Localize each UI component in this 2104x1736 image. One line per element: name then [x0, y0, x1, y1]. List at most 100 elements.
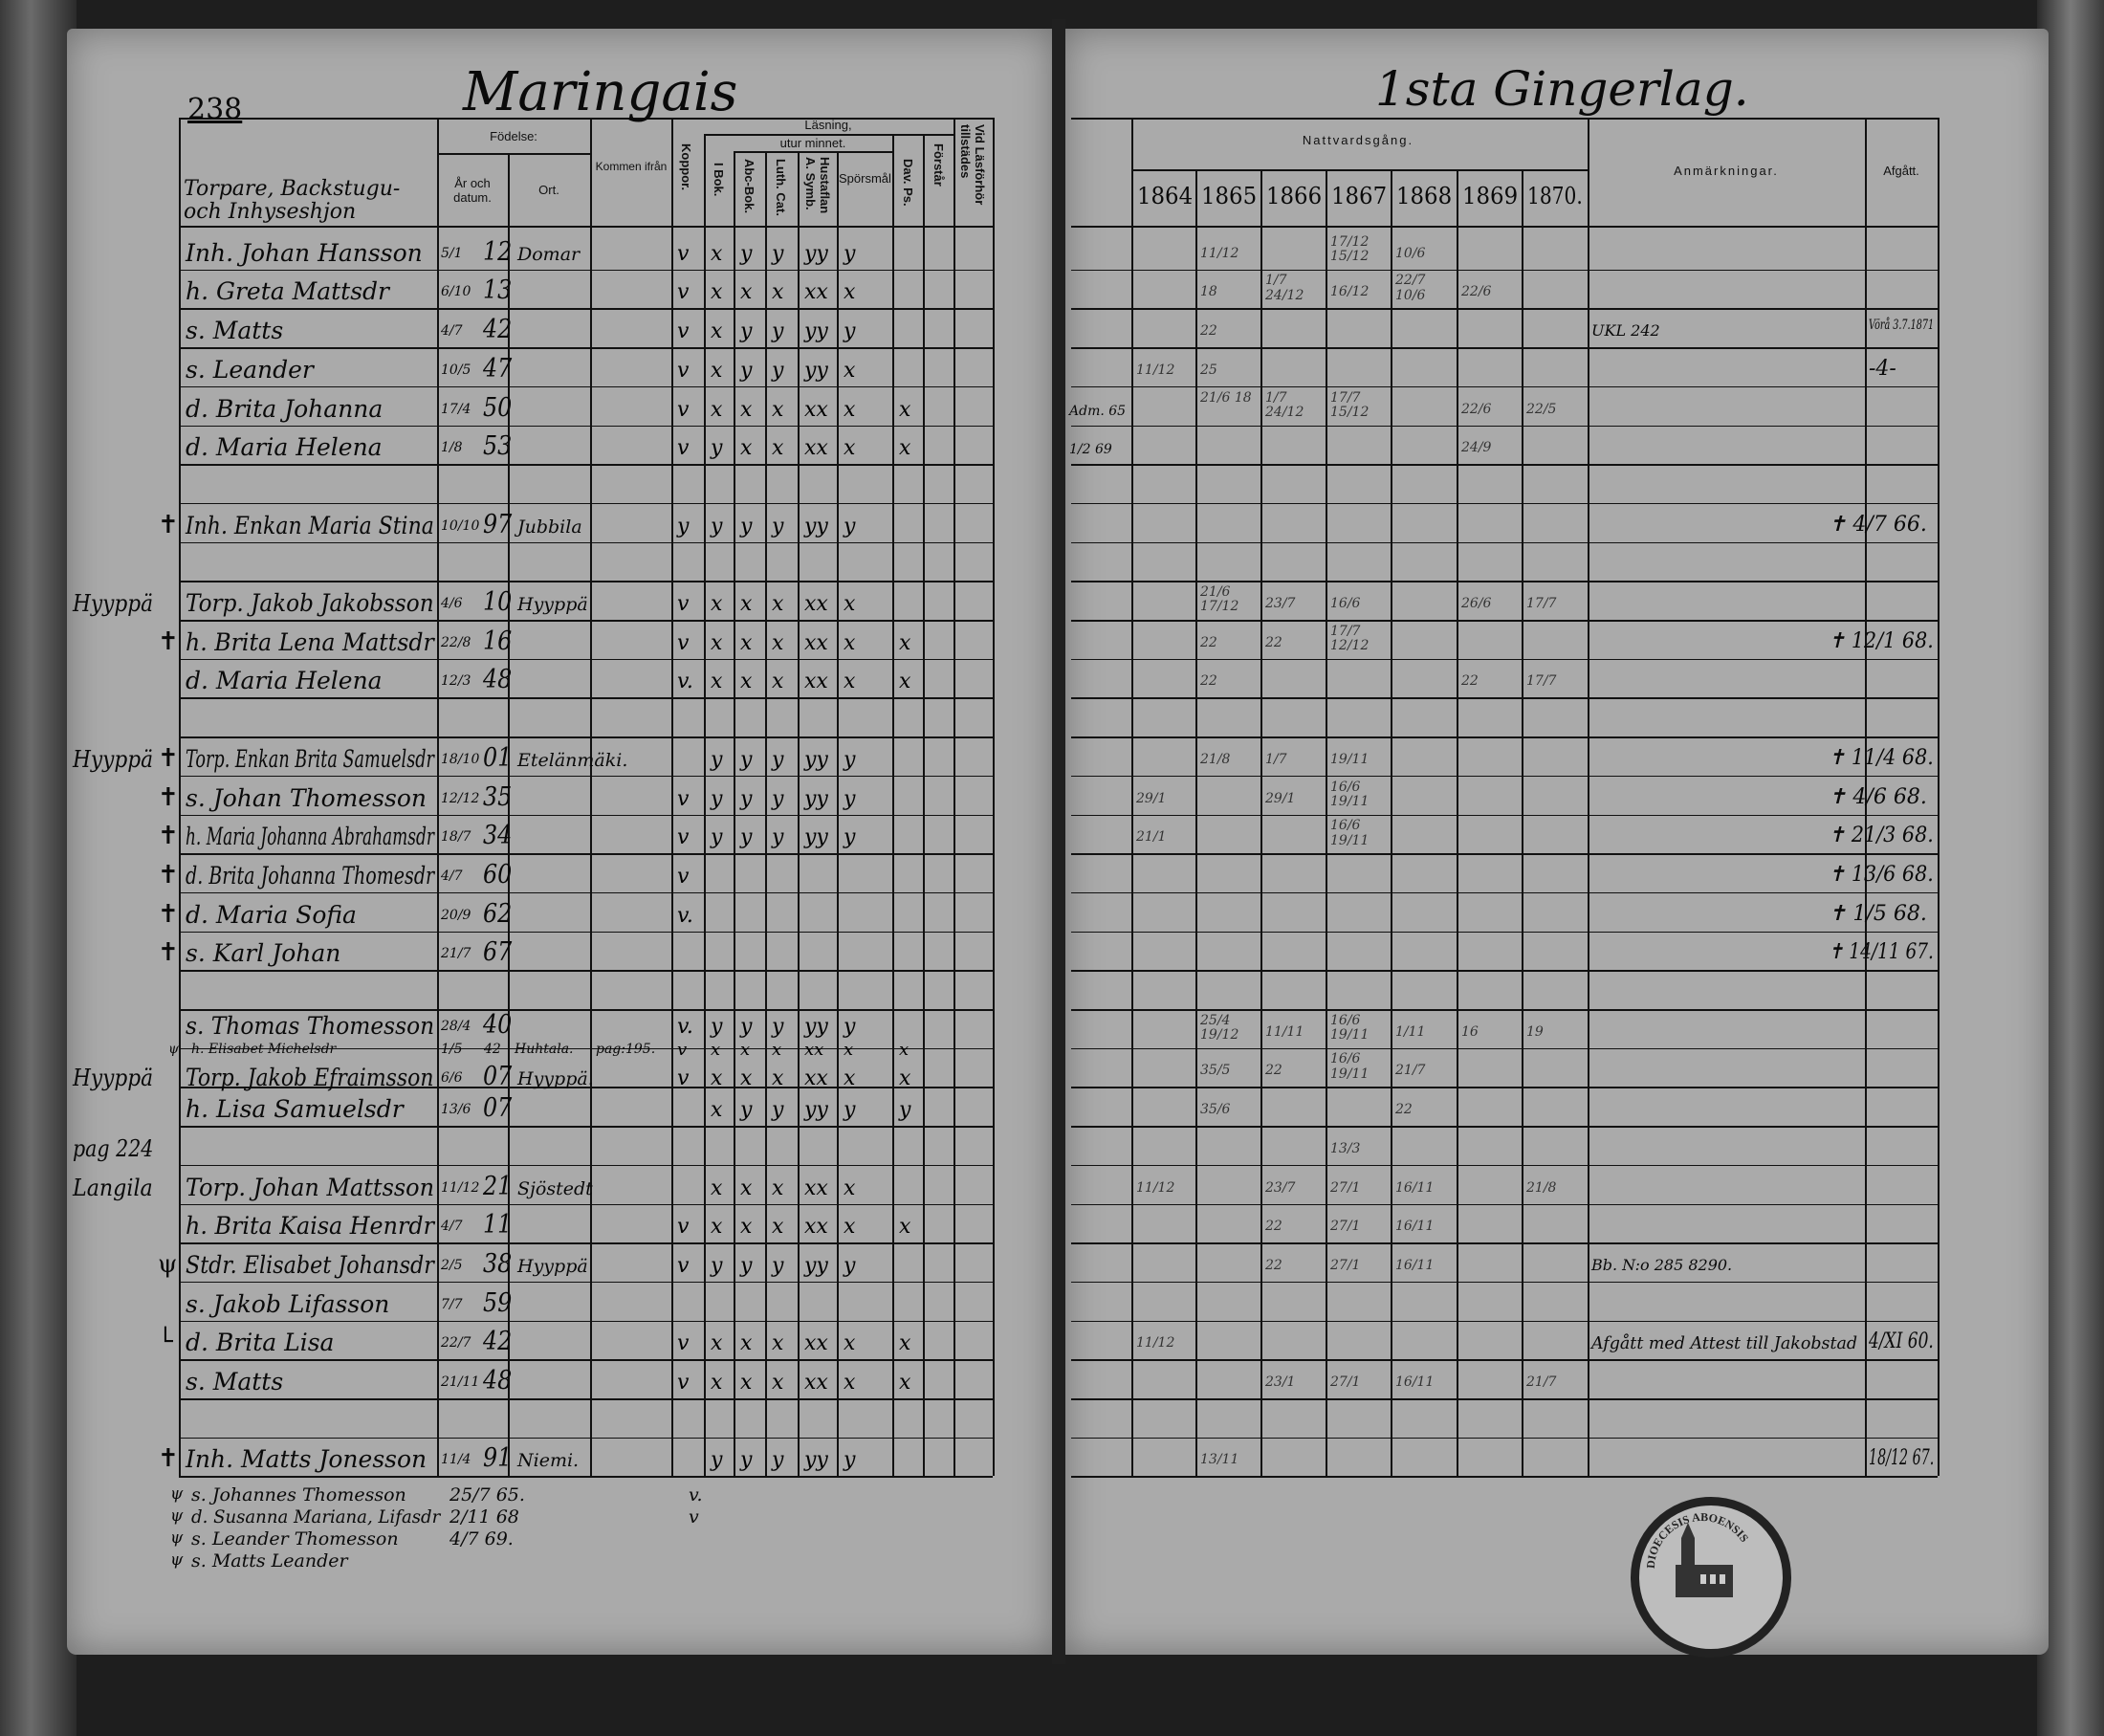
communion-date: 17/7 12/12 — [1330, 623, 1370, 654]
communion-date: 11/12 — [1136, 1335, 1175, 1351]
reading-mark: x — [711, 241, 723, 266]
column-rule — [1522, 169, 1523, 1477]
reading-mark: xx — [804, 592, 828, 616]
communion-date: 35/6 — [1200, 1102, 1231, 1118]
row-rule — [1071, 1009, 1938, 1011]
death-cross-icon: ✝ — [158, 782, 179, 812]
row-rule — [179, 736, 993, 738]
header-kommen: Kommen ifrån — [595, 160, 668, 173]
reading-mark: x — [772, 630, 784, 655]
reading-mark: y — [711, 825, 723, 850]
birth-year: 42 — [483, 1327, 513, 1357]
birth-year: 50 — [483, 392, 513, 423]
communion-date: 29/1 — [1136, 790, 1167, 806]
reading-mark: y — [899, 1098, 911, 1123]
header-dav: Dav. Ps. — [901, 159, 915, 207]
smallpox-mark: v. — [677, 903, 693, 928]
smallpox-mark: y — [677, 514, 690, 538]
communion-date: 16/6 19/11 — [1330, 779, 1370, 809]
birth-day-month: 20/9 — [441, 907, 471, 923]
reading-mark: x — [740, 397, 753, 422]
birth-year: 48 — [483, 1366, 513, 1395]
header-spors: Spörsmål. — [839, 171, 895, 186]
reading-mark: y — [740, 1098, 753, 1123]
row-rule — [179, 970, 993, 972]
birth-year: 07 — [483, 1062, 513, 1092]
communion-date: 24/9 — [1461, 440, 1492, 456]
reading-mark: x — [844, 280, 856, 305]
margin-place: Langila — [73, 1174, 153, 1201]
addition-mark: ψ — [170, 1484, 184, 1505]
person-name: h. Maria Johanna Abrahamsdr — [186, 823, 434, 851]
reading-mark: y — [711, 786, 723, 811]
person-name: Inh. Enkan Maria Stina — [186, 511, 434, 539]
row-rule — [179, 1281, 993, 1284]
birth-year: 10 — [483, 587, 513, 617]
communion-date: 21/6 18 — [1200, 389, 1252, 406]
smallpox-mark: v. — [677, 670, 693, 694]
person-name: d. Brita Lisa — [186, 1329, 335, 1357]
reading-mark: xx — [804, 630, 828, 655]
communion-date: 16/11 — [1395, 1219, 1435, 1235]
reading-mark: y — [740, 825, 753, 850]
person-name: s. Leander — [186, 355, 314, 384]
communion-date: 22 — [1200, 323, 1217, 340]
row-rule — [179, 658, 993, 661]
row-rule — [1071, 970, 1938, 972]
addition-mark: ψ — [170, 1528, 184, 1549]
birth-place: Huhtala. — [515, 1042, 574, 1057]
reading-mark: x — [740, 1371, 753, 1395]
communion-date: 22 — [1265, 634, 1282, 650]
reading-mark: x — [844, 1040, 854, 1060]
reading-mark: y — [740, 786, 753, 811]
birth-day-month: 28/4 — [441, 1018, 471, 1034]
communion-date: 16/11 — [1395, 1374, 1435, 1390]
row-rule — [1071, 269, 1938, 272]
came-from: pag:195. — [596, 1042, 656, 1057]
communion-date: 21/8 — [1526, 1179, 1557, 1196]
reading-mark: yy — [804, 1098, 828, 1123]
reading-mark: y — [711, 1014, 723, 1039]
birth-day-month: 6/10 — [441, 284, 471, 300]
year-header-3: 1867 — [1331, 183, 1388, 209]
row-rule — [179, 1126, 993, 1128]
row-rule — [1071, 1047, 1938, 1050]
row-rule — [1071, 1203, 1938, 1205]
row-rule — [179, 269, 993, 272]
reading-mark: y — [844, 319, 856, 344]
column-rule — [1326, 169, 1327, 1477]
birth-year: 01 — [483, 742, 513, 773]
row-rule — [1071, 425, 1938, 427]
communion-date: 1/11 — [1395, 1023, 1426, 1040]
birth-day-month: 7/7 — [441, 1296, 463, 1312]
row-rule — [179, 385, 993, 388]
reading-mark: y — [844, 1253, 856, 1278]
birth-day-month: 21/11 — [441, 1374, 480, 1390]
reading-mark: y — [711, 1448, 723, 1473]
reading-mark: yy — [804, 241, 828, 266]
page-number: 238 — [187, 93, 243, 126]
smallpox-mark: v — [677, 280, 690, 305]
communion-date: 17/12 15/12 — [1330, 233, 1370, 265]
reading-mark: x — [740, 280, 753, 305]
row-rule — [1071, 1476, 1938, 1478]
smallpox-mark: v — [677, 358, 690, 383]
smallpox-mark: v — [677, 864, 690, 889]
communion-date: 16/6 — [1330, 596, 1361, 611]
row-rule — [179, 1047, 993, 1050]
addition-date: 4/7 69. — [449, 1528, 514, 1550]
header-koppor: Koppor. — [679, 143, 693, 191]
addition-smallpox: v. — [689, 1484, 703, 1506]
birth-year: 97 — [483, 509, 513, 539]
birth-year: 16 — [483, 626, 513, 656]
communion-date: 11/12 — [1136, 362, 1175, 378]
reading-mark: x — [772, 280, 784, 305]
reading-mark: y — [844, 825, 856, 850]
communion-date: 21/8 — [1200, 751, 1231, 767]
left-page — [67, 29, 1054, 1655]
margin-place: pag 224 — [73, 1134, 154, 1162]
reading-mark: x — [740, 436, 753, 461]
communion-date: 19/11 — [1330, 751, 1370, 767]
column-rule — [993, 118, 995, 1477]
row-rule — [179, 1437, 993, 1439]
